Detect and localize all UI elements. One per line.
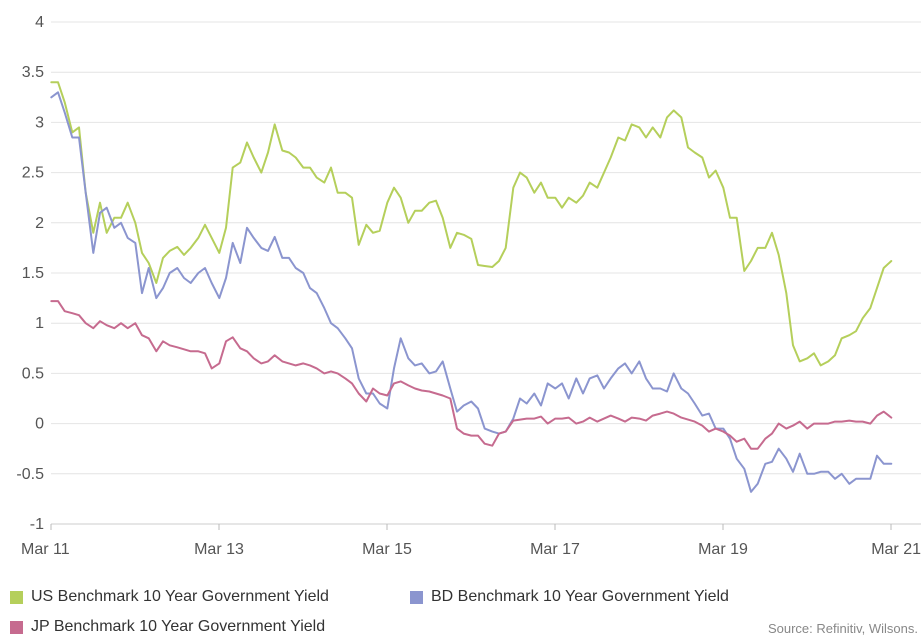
line-chart: -1-0.500.511.522.533.54 Mar 11 Mar 13 Mar … (16, 14, 921, 558)
y-tick-label: 2 (35, 215, 44, 232)
x-tick-label: Mar 17 (530, 541, 580, 558)
x-tick-label: Mar 13 (194, 541, 244, 558)
legend-label-us: US Benchmark 10 Year Government Yield (31, 588, 329, 605)
y-tick-label: 2.5 (22, 165, 44, 182)
y-tick-label: 1 (35, 315, 44, 332)
legend-item-jp: JP Benchmark 10 Year Government Yield (10, 618, 325, 636)
x-tick-label: Mar 19 (698, 541, 748, 558)
legend-label-jp: JP Benchmark 10 Year Government Yield (31, 618, 326, 635)
y-tick-label: 0.5 (22, 365, 44, 382)
legend-item-us: US Benchmark 10 Year Government Yield (10, 588, 329, 606)
x-axis-tick-labels: Mar 11 Mar 13 Mar 15 Mar 17 Mar 19 Mar 21 (21, 541, 921, 558)
y-tick-label: 1.5 (22, 265, 44, 282)
series-line-bd (50, 91, 893, 493)
legend-swatch-bd (410, 590, 423, 604)
legend-swatch-us (10, 590, 23, 604)
y-tick-label: -0.5 (16, 466, 44, 483)
legend-swatch-jp (10, 620, 23, 634)
y-tick-label: -1 (30, 516, 44, 533)
y-tick-label: 4 (35, 14, 44, 31)
legend-label-bd: BD Benchmark 10 Year Government Yield (431, 588, 729, 605)
source-note: Source: Refinitiv, Wilsons. (767, 621, 918, 636)
x-tick-label: Mar 21 (871, 541, 921, 558)
legend-item-bd: BD Benchmark 10 Year Government Yield (410, 588, 729, 606)
x-axis (50, 523, 921, 530)
series-line-jp (50, 300, 893, 450)
gridlines (51, 21, 921, 475)
y-tick-label: 0 (35, 416, 44, 433)
x-tick-label: Mar 15 (362, 541, 412, 558)
y-tick-label: 3.5 (22, 64, 44, 81)
series-lines (50, 81, 893, 493)
x-tick-label: Mar 11 (21, 541, 70, 558)
series-line-us (50, 81, 893, 367)
y-axis-tick-labels: -1 -0.5 0 0.5 1 1.5 2 2.5 3 3.5 4 (16, 14, 44, 533)
y-tick-label: 3 (35, 114, 44, 131)
